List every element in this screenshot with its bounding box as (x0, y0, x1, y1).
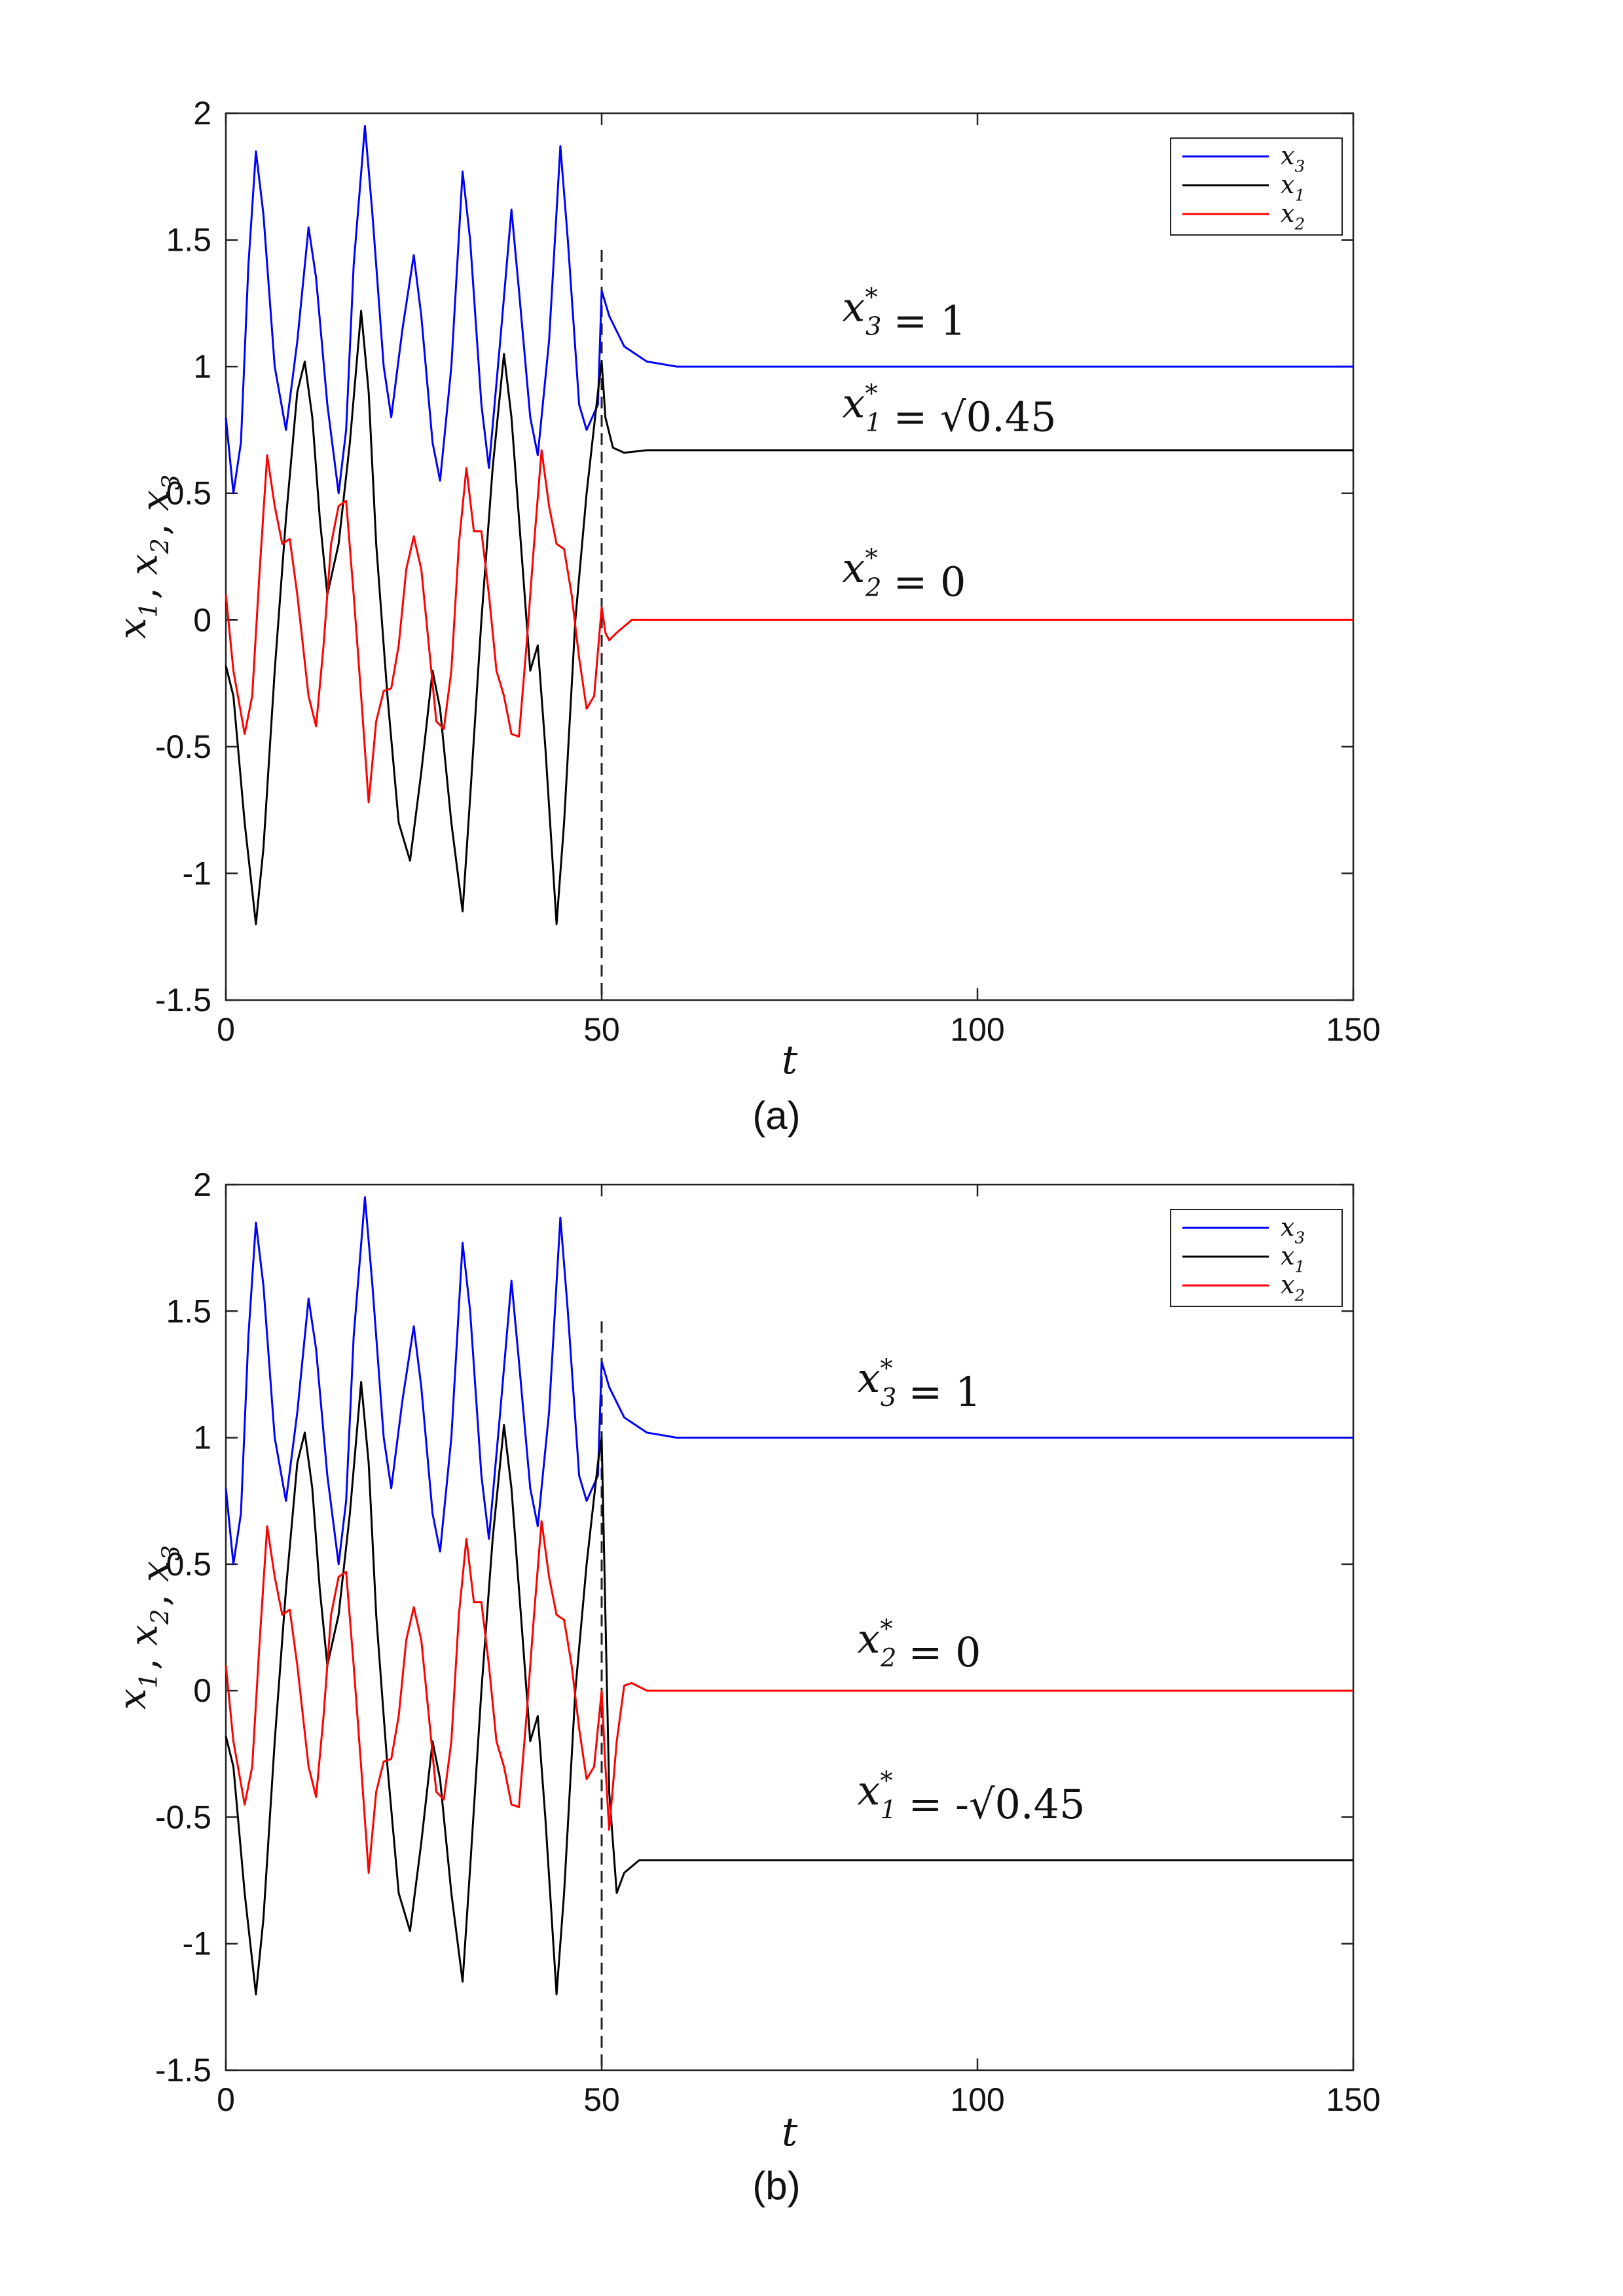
series-line-x2 (225, 1520, 1353, 1874)
series-line-x1 (225, 310, 1353, 925)
x-axis-label: t (782, 2109, 798, 2155)
annotation-x2: x* 2 = 0 (842, 544, 966, 606)
y-tick-label: 1 (193, 348, 211, 385)
x-axis-label: t (782, 1037, 798, 1083)
x-tick-label: 50 (583, 1011, 620, 1048)
y-tick-label: -1 (183, 1926, 211, 1962)
legend-label-x2: x2 (1281, 1270, 1305, 1304)
y-tick-label: 0 (193, 601, 211, 638)
annotation-x1: x* 1 = √0.45 (842, 379, 1056, 441)
annotation-x2: x* 2 = 0 (857, 1615, 981, 1677)
y-tick-label: 0.5 (166, 1546, 211, 1583)
x-tick-label: 50 (583, 2081, 620, 2118)
y-tick-label: -0.5 (155, 728, 211, 765)
series-line-x2 (225, 449, 1353, 804)
series-line-x1 (225, 1381, 1353, 1996)
y-tick-label: 0 (193, 1672, 211, 1709)
plot-area (225, 112, 1355, 1001)
y-tick-label: -1.5 (155, 2052, 211, 2089)
y-tick-label: 1 (193, 1420, 211, 1456)
legend-label-x3: x3 (1281, 141, 1305, 175)
series-line-x3 (225, 1196, 1353, 1566)
y-axis-label: x1, x2, x3 (110, 1545, 185, 1710)
y-tick-label: 2 (193, 95, 211, 132)
panel-label: (a) (752, 1094, 800, 1138)
legend-label-x2: x2 (1281, 199, 1305, 233)
y-axis-label: x1, x2, x3 (110, 475, 185, 639)
x-tick-label: 0 (217, 1011, 235, 1048)
x-tick-label: 100 (950, 2081, 1004, 2118)
legend-label-x1: x1 (1281, 1242, 1305, 1276)
y-tick-label: -1 (183, 855, 211, 891)
x-tick-label: 150 (1326, 1011, 1380, 1048)
y-tick-label: 1.5 (166, 1293, 211, 1329)
legend-label-x3: x3 (1281, 1213, 1305, 1247)
annotation-x1: x* 1 = -√0.45 (857, 1767, 1085, 1829)
panel-label: (b) (752, 2164, 800, 2208)
series-line-x3 (225, 124, 1353, 495)
x-tick-label: 150 (1326, 2081, 1380, 2118)
annotation-x3: x* 3 = 1 (857, 1354, 981, 1416)
x-tick-label: 100 (950, 1011, 1004, 1048)
x-tick-label: 0 (217, 2081, 235, 2118)
y-tick-label: -1.5 (155, 982, 211, 1018)
legend-box (1170, 137, 1343, 236)
y-tick-label: 2 (193, 1166, 211, 1203)
y-tick-label: 1.5 (166, 222, 211, 259)
plot-area (225, 1183, 1355, 2072)
legend-label-x1: x1 (1281, 170, 1305, 204)
y-tick-label: 0.5 (166, 475, 211, 512)
legend-box (1170, 1209, 1343, 1307)
y-tick-label: -0.5 (155, 1799, 211, 1835)
annotation-x3: x* 3 = 1 (842, 283, 966, 345)
